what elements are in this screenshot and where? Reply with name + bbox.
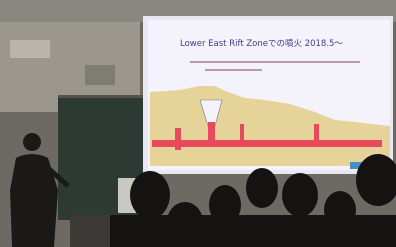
- wall-speaker: [85, 65, 115, 85]
- lecture-photo: Lower East Rift Zoneでの噴火 2018.5～: [0, 0, 396, 247]
- magma-conduit: [314, 124, 319, 144]
- wall-panel: [10, 40, 50, 58]
- presenter-head: [23, 133, 41, 151]
- magma-rift: [152, 140, 382, 147]
- slide-title: Lower East Rift Zoneでの噴火 2018.5～: [180, 38, 343, 49]
- magma-conduit: [240, 124, 244, 144]
- magma-conduit: [208, 122, 215, 144]
- blackboard-frame: [58, 95, 148, 98]
- magma-conduit: [175, 128, 181, 150]
